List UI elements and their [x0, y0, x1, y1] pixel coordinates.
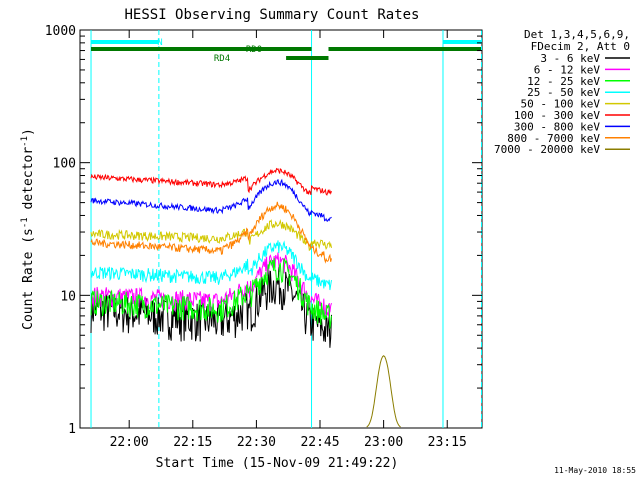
legend-label-7: 800 - 7000 keV	[507, 132, 600, 145]
legend-label-8: 7000 - 20000 keV	[494, 143, 600, 156]
series-line-5	[90, 167, 332, 196]
y-tick-label-3: 1	[68, 422, 76, 437]
series-line-6	[90, 178, 332, 222]
legend-label-2: 12 - 25 keV	[527, 75, 600, 88]
flag-label-n: N	[157, 38, 162, 48]
series-line-3	[90, 240, 332, 291]
series-line-2	[90, 257, 332, 329]
y-tick-label-1: 100	[53, 157, 76, 172]
series-line-7	[90, 201, 332, 264]
y-axis-label-mid: detector	[21, 147, 36, 218]
chart-title: HESSI Observing Summary Count Rates	[124, 7, 419, 23]
series-line-4	[90, 219, 332, 252]
x-tick-label-1: 22:15	[173, 435, 212, 450]
y-tick-label-0: 1000	[45, 24, 76, 39]
timestamp: 11-May-2010 18:55	[554, 466, 636, 475]
legend-label-3: 25 - 50 keV	[527, 86, 600, 99]
y-axis-label-sup1: -1	[20, 217, 30, 228]
x-tick-label-4: 23:00	[364, 435, 403, 450]
flag-label-rd0: RD0	[246, 45, 262, 55]
x-tick-label-0: 22:00	[110, 435, 149, 450]
y-axis-label-end: )	[21, 128, 36, 136]
x-tick-label-2: 22:30	[237, 435, 276, 450]
legend-header-line-2: FDecim 2, Att 0	[531, 40, 630, 53]
legend-label-1: 6 - 12 keV	[534, 63, 601, 76]
plot-area: N RD0 RD4 22:00 22:15 22:30 22:45 23:00 23:15 1…	[45, 24, 483, 450]
y-axis: 1000 100 10 1	[45, 24, 482, 437]
series-line-8	[366, 355, 401, 428]
y-axis-label: Count Rate (s-1 detector-1)	[20, 128, 36, 330]
legend: Det 1,3,4,5,6,9, FDecim 2, Att 0 3 - 6 k…	[494, 28, 630, 156]
series-lines	[90, 167, 401, 428]
legend-header-line-1: Det 1,3,4,5,6,9,	[524, 28, 630, 41]
legend-label-6: 300 - 800 keV	[514, 120, 600, 133]
x-axis-label: Start Time (15-Nov-09 21:49:22)	[156, 456, 399, 471]
x-tick-label-3: 22:45	[300, 435, 339, 450]
flag-bars: N RD0 RD4	[91, 38, 481, 64]
x-axis: 22:00 22:15 22:30 22:45 23:00 23:15	[110, 30, 467, 450]
legend-label-5: 100 - 300 keV	[514, 109, 600, 122]
y-axis-label-sup2: -1	[20, 136, 30, 147]
y-tick-label-2: 10	[60, 289, 76, 304]
legend-label-4: 50 - 100 keV	[521, 98, 601, 111]
vertical-markers	[90, 30, 482, 428]
flag-label-rd4: RD4	[214, 54, 230, 64]
plot-frame	[79, 29, 483, 429]
legend-label-0: 3 - 6 keV	[540, 52, 600, 65]
x-tick-label-5: 23:15	[428, 435, 467, 450]
y-axis-label-main: Count Rate (s	[21, 228, 36, 330]
